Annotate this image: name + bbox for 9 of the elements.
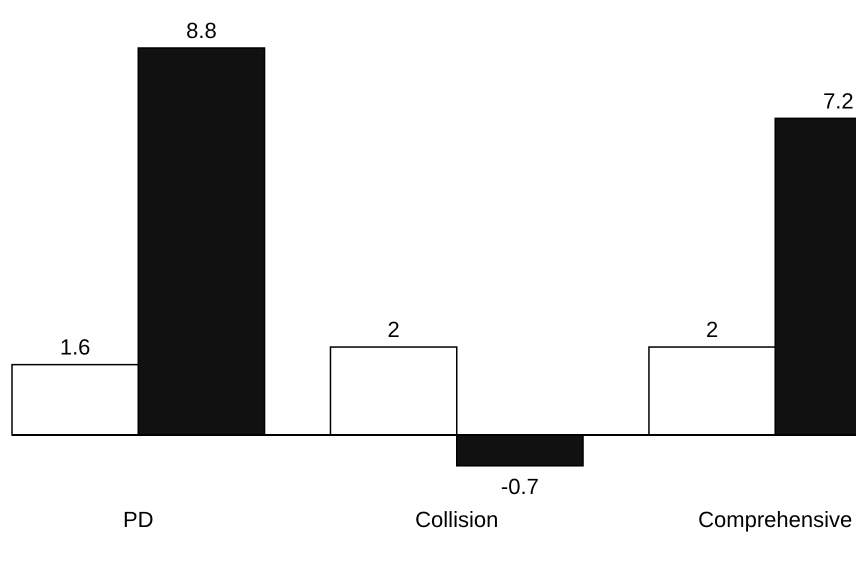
data-label: 8.8 [186,18,217,43]
data-label: 1.6 [60,334,90,360]
data-label: 7.2 [823,88,854,114]
data-label: 2 [706,317,718,342]
x-tick-label: PD [122,507,154,532]
x-tick-label: Collision [415,507,498,532]
x-tick-label: Comprehensive [698,507,852,532]
data-label: 2 [387,317,400,342]
data-label: -0.7 [500,474,539,499]
